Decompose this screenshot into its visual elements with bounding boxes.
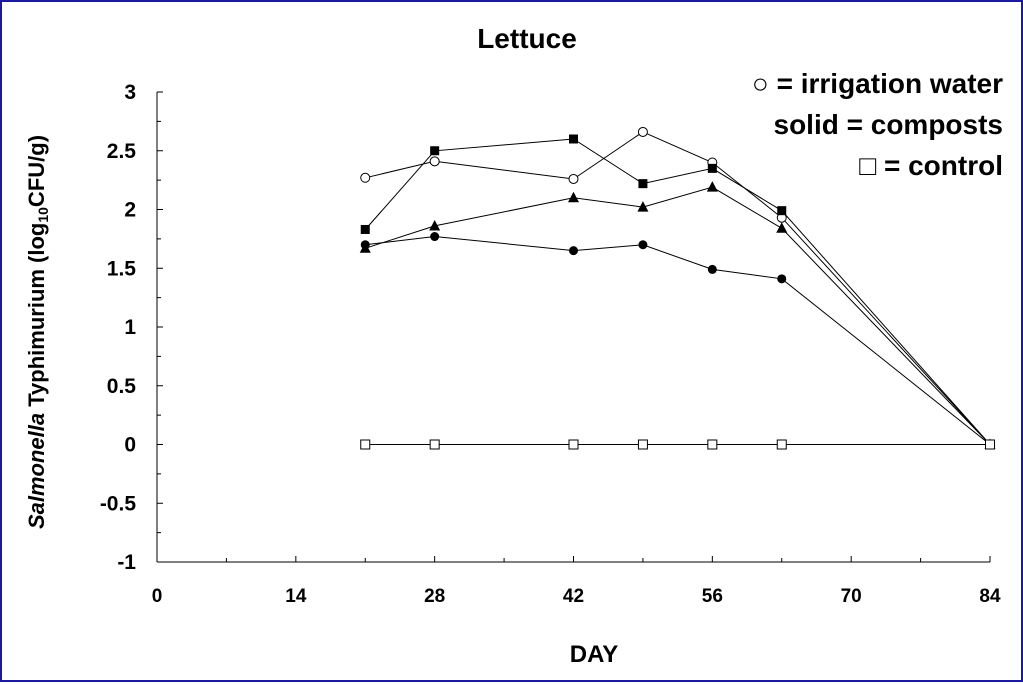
legend-control: □ = control xyxy=(859,150,1003,181)
data-point-open-circle xyxy=(429,156,440,167)
data-point-filled-square xyxy=(777,206,787,216)
y-axis-label-main: Typhimurium (log xyxy=(24,223,49,413)
data-point-filled-square xyxy=(707,163,717,173)
y-tick-label: 0.5 xyxy=(107,375,137,398)
data-point-filled-circle xyxy=(638,240,648,250)
data-point-open-square xyxy=(776,439,787,450)
data-point-filled-triangle xyxy=(429,219,441,231)
data-point-filled-triangle xyxy=(637,201,649,212)
legend-irrigation-water: ○ = irrigation water xyxy=(752,68,1003,99)
x-tick-label: 42 xyxy=(563,586,584,607)
data-point-filled-square xyxy=(360,224,370,234)
y-tick-label: 1 xyxy=(124,316,136,339)
data-point-open-square xyxy=(985,439,995,450)
legend: ○ = irrigation water solid = composts □ … xyxy=(752,68,1003,181)
x-tick-label: 14 xyxy=(285,586,307,607)
series-line-filled-square xyxy=(364,138,991,445)
data-point-open-square xyxy=(429,439,440,450)
x-tick-label: 70 xyxy=(841,586,862,607)
series-markers xyxy=(359,126,996,450)
axes: 0 14 28 42 56 70 84 3 2.5 2 1.5 1 0.5 0 -0.5 -1 xyxy=(100,81,1001,607)
data-point-open-circle xyxy=(637,126,648,137)
y-axis-label-italic: Salmonella xyxy=(24,413,49,529)
y-tick-label: 2.5 xyxy=(107,140,137,163)
data-point-filled-triangle xyxy=(776,222,788,233)
y-tick-label: -0.5 xyxy=(100,492,137,515)
x-axis-label: DAY xyxy=(570,641,618,668)
y-tick-label: 0 xyxy=(124,434,136,457)
data-point-filled-circle xyxy=(360,240,370,250)
data-point-filled-circle xyxy=(777,274,787,284)
data-point-filled-square xyxy=(430,146,440,156)
y-axis-label-subscript: 10 xyxy=(35,207,51,223)
y-tick-label: -1 xyxy=(117,551,136,574)
data-point-open-square xyxy=(637,439,648,450)
data-point-filled-triangle xyxy=(706,181,718,192)
chart-title: Lettuce xyxy=(477,23,577,54)
data-point-filled-triangle xyxy=(568,191,579,203)
data-point-open-circle xyxy=(360,172,371,183)
x-tick-label: 0 xyxy=(152,586,163,607)
x-tick-label: 28 xyxy=(424,586,445,607)
y-axis-label: Salmonella Typhimurium (log10CFU/g) xyxy=(24,135,51,529)
y-tick-label: 2 xyxy=(124,199,136,222)
data-point-filled-circle xyxy=(707,264,717,274)
y-tick-label: 1.5 xyxy=(107,257,137,280)
x-tick-label: 56 xyxy=(702,586,723,607)
data-point-filled-square xyxy=(569,134,578,144)
y-axis-label-unit: CFU/g) xyxy=(24,135,49,207)
data-point-open-circle xyxy=(568,173,579,184)
series-line-filled-triangle xyxy=(365,186,991,445)
legend-composts: solid = composts xyxy=(774,109,1004,140)
data-point-open-square xyxy=(360,439,371,450)
data-point-filled-square xyxy=(638,179,648,189)
data-point-filled-circle xyxy=(430,232,440,242)
x-tick-label: 84 xyxy=(979,586,1001,607)
series-line-filled-circle xyxy=(365,235,991,445)
y-tick-label: 3 xyxy=(124,81,136,104)
data-point-filled-circle xyxy=(569,246,578,256)
data-point-open-square xyxy=(568,439,579,450)
data-point-open-square xyxy=(707,439,718,450)
